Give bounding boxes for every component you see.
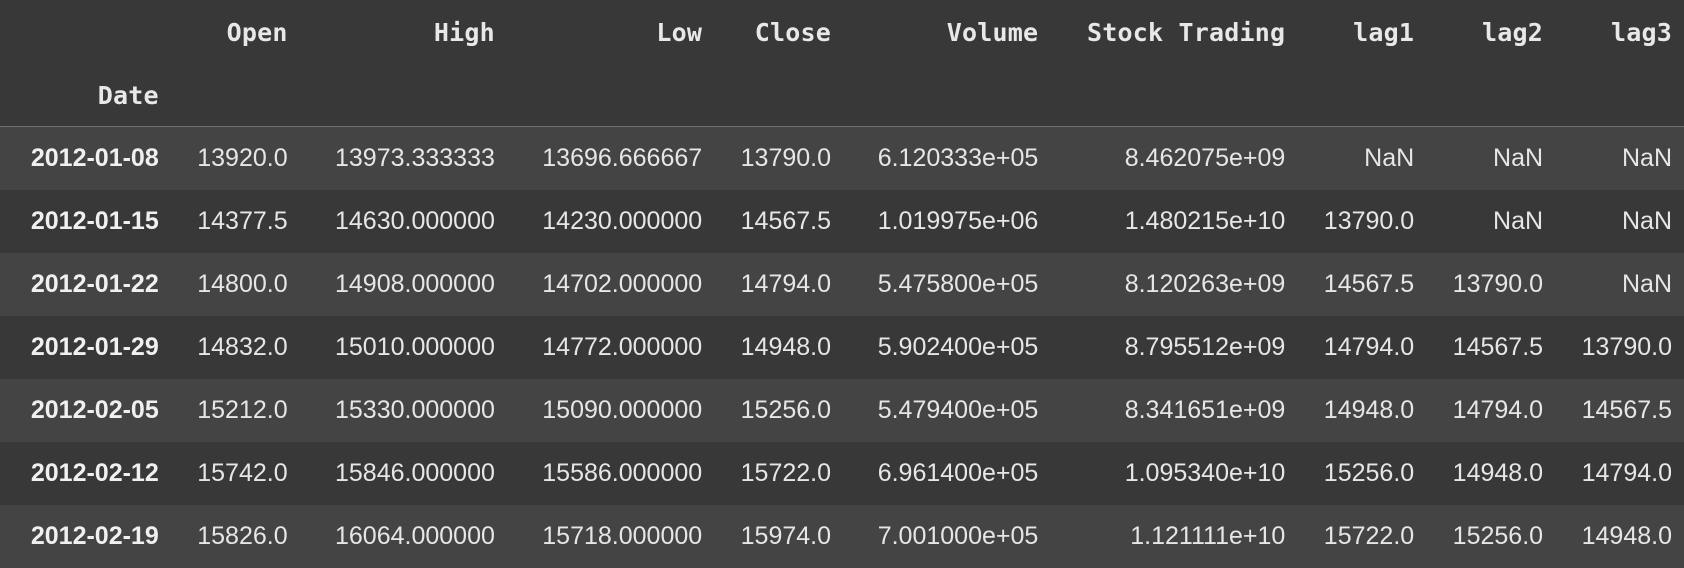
cell-lag1: 13790.0: [1323, 207, 1415, 235]
row-index-date: 2012-02-12: [30, 459, 159, 487]
table-row: 2012-02-12 15742.0 15846.000000 15586.00000…: [0, 442, 1684, 505]
table-row: 2012-02-05 15212.0 15330.000000 15090.00000…: [0, 379, 1684, 442]
cell-low: 15090.000000: [542, 396, 703, 424]
cell-close: 15722.0: [740, 459, 832, 487]
table-row: 2012-01-29 14832.0 15010.000000 14772.00000…: [0, 316, 1684, 379]
cell-high: 14908.000000: [335, 270, 495, 298]
cell-lag1: 14948.0: [1323, 396, 1415, 424]
cell-open: 14800.0: [197, 270, 288, 298]
table-row: 2012-01-22 14800.0 14908.000000 14702.00000…: [0, 253, 1684, 316]
cell-open: 13920.0: [197, 144, 288, 172]
cell-low: 13696.666667: [542, 144, 703, 172]
cell-stock-trading: 1.480215e+10: [1124, 207, 1286, 235]
cell-lag3: 14948.0: [1581, 522, 1672, 550]
cell-stock-trading: 8.341651e+09: [1124, 396, 1286, 424]
cell-close: 14948.0: [740, 333, 832, 361]
table-row: 2012-01-15 14377.5 14630.000000 14230.00000…: [0, 190, 1684, 253]
cell-high: 15330.000000: [335, 396, 495, 424]
column-header-volume: Volume: [946, 17, 1039, 47]
cell-volume: 5.902400e+05: [877, 333, 1039, 361]
row-index-date: 2012-02-19: [30, 522, 159, 550]
column-header-close: Close: [754, 17, 832, 47]
cell-close: 15256.0: [740, 396, 832, 424]
row-index-date: 2012-01-15: [30, 207, 159, 235]
cell-lag2: 15256.0: [1452, 522, 1544, 550]
cell-lag1: 14567.5: [1323, 270, 1415, 298]
cell-lag3: 14567.5: [1581, 396, 1672, 424]
column-header-lag3: lag3: [1610, 17, 1672, 47]
cell-low: 14702.000000: [542, 270, 703, 298]
cell-stock-trading: 8.795512e+09: [1124, 333, 1286, 361]
cell-high: 14630.000000: [335, 207, 495, 235]
cell-lag2: 14567.5: [1452, 333, 1544, 361]
cell-stock-trading: 8.120263e+09: [1124, 270, 1286, 298]
column-header-stock-trading: Stock Trading: [1087, 17, 1286, 47]
cell-lag2: 14794.0: [1452, 396, 1544, 424]
column-header-low: Low: [656, 17, 703, 47]
cell-open: 14377.5: [197, 207, 288, 235]
column-header-high: High: [433, 17, 495, 47]
cell-lag3: NaN: [1621, 207, 1672, 235]
row-index-date: 2012-01-08: [30, 144, 159, 172]
cell-low: 14772.000000: [542, 333, 703, 361]
cell-close: 14567.5: [740, 207, 832, 235]
cell-lag2: NaN: [1493, 207, 1544, 235]
table-body: 2012-01-08 13920.0 13973.333333 13696.66666…: [0, 126, 1684, 568]
column-header-open: Open: [226, 17, 288, 47]
cell-stock-trading: 1.121111e+10: [1130, 522, 1286, 550]
cell-volume: 7.001000e+05: [877, 522, 1039, 550]
column-header-row: Open High Low Close Volume Stock Trading…: [0, 0, 1684, 64]
table-row: 2012-01-08 13920.0 13973.333333 13696.66666…: [0, 126, 1684, 190]
cell-lag1: 15722.0: [1323, 522, 1415, 550]
cell-stock-trading: 1.095340e+10: [1124, 459, 1286, 487]
row-index-date: 2012-01-22: [30, 270, 159, 298]
cell-volume: 5.479400e+05: [877, 396, 1039, 424]
cell-lag2: 14948.0: [1452, 459, 1544, 487]
cell-lag1: 14794.0: [1323, 333, 1415, 361]
cell-open: 15742.0: [197, 459, 288, 487]
cell-high: 15010.000000: [335, 333, 495, 361]
index-name-header: Date: [97, 80, 159, 110]
cell-lag3: NaN: [1621, 270, 1672, 298]
cell-close: 14794.0: [740, 270, 832, 298]
cell-lag1: 15256.0: [1323, 459, 1415, 487]
cell-open: 15212.0: [197, 396, 288, 424]
cell-lag3: 13790.0: [1581, 333, 1672, 361]
cell-lag3: NaN: [1621, 144, 1672, 172]
cell-open: 14832.0: [197, 333, 288, 361]
cell-volume: 1.019975e+06: [877, 207, 1039, 235]
cell-lag1: NaN: [1364, 144, 1415, 172]
row-index-date: 2012-02-05: [30, 396, 159, 424]
cell-lag2: 13790.0: [1452, 270, 1544, 298]
table-row: 2012-02-19 15826.0 16064.000000 15718.00000…: [0, 505, 1684, 568]
cell-volume: 5.475800e+05: [877, 270, 1039, 298]
cell-high: 15846.000000: [335, 459, 495, 487]
cell-low: 15586.000000: [542, 459, 703, 487]
cell-volume: 6.961400e+05: [877, 459, 1039, 487]
cell-lag2: NaN: [1493, 144, 1544, 172]
cell-high: 16064.000000: [335, 522, 495, 550]
cell-high: 13973.333333: [335, 144, 495, 172]
cell-low: 14230.000000: [542, 207, 703, 235]
column-header-lag2: lag2: [1482, 17, 1544, 47]
cell-open: 15826.0: [197, 522, 288, 550]
header-corner: [0, 0, 171, 64]
cell-lag3: 14794.0: [1581, 459, 1672, 487]
cell-volume: 6.120333e+05: [877, 144, 1039, 172]
row-index-date: 2012-01-29: [30, 333, 159, 361]
column-header-lag1: lag1: [1353, 17, 1415, 47]
cell-stock-trading: 8.462075e+09: [1124, 144, 1286, 172]
index-header-row: Date: [0, 64, 1684, 127]
cell-close: 13790.0: [740, 144, 832, 172]
cell-close: 15974.0: [740, 522, 832, 550]
cell-low: 15718.000000: [542, 522, 703, 550]
